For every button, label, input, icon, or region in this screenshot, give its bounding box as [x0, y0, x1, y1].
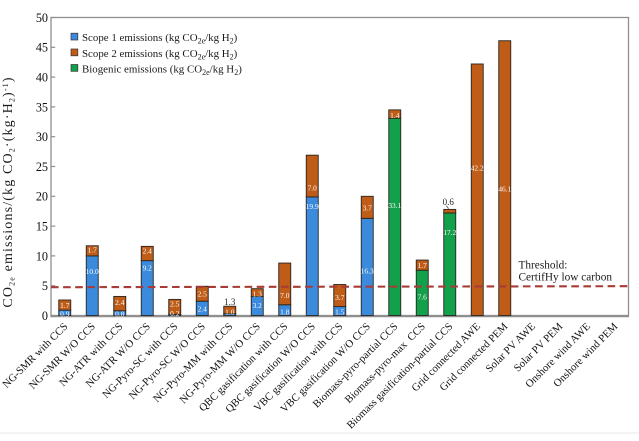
svg-text:46.1: 46.1 — [498, 185, 511, 194]
svg-text:7.6: 7.6 — [418, 292, 428, 301]
svg-text:25: 25 — [36, 160, 48, 174]
svg-text:17.2: 17.2 — [443, 228, 456, 237]
svg-text:1.5: 1.5 — [335, 307, 345, 316]
svg-text:3.2: 3.2 — [253, 301, 263, 310]
svg-text:CertifHy low carbon: CertifHy low carbon — [519, 272, 613, 284]
svg-text:Threshold:: Threshold: — [519, 260, 568, 272]
svg-text:45: 45 — [36, 41, 48, 55]
svg-text:7.0: 7.0 — [308, 183, 318, 192]
svg-text:2.4: 2.4 — [143, 247, 153, 256]
svg-text:40: 40 — [36, 71, 48, 85]
svg-text:35: 35 — [36, 100, 48, 114]
svg-text:3.7: 3.7 — [363, 203, 373, 212]
svg-text:0.9: 0.9 — [60, 309, 70, 318]
svg-text:2.4: 2.4 — [198, 304, 208, 313]
svg-text:15: 15 — [36, 220, 48, 234]
svg-text:1.8: 1.8 — [280, 307, 290, 316]
svg-text:50: 50 — [36, 11, 48, 25]
svg-text:1.3: 1.3 — [253, 290, 263, 299]
svg-text:1.7: 1.7 — [60, 301, 70, 310]
svg-text:19.9: 19.9 — [306, 202, 319, 211]
svg-text:1.3: 1.3 — [224, 297, 236, 307]
svg-text:10: 10 — [36, 249, 48, 263]
svg-text:0.8: 0.8 — [115, 310, 125, 319]
svg-text:42.2: 42.2 — [471, 164, 484, 173]
svg-text:10.0: 10.0 — [86, 267, 99, 276]
svg-text:16.3: 16.3 — [361, 267, 374, 276]
svg-text:Scope 2 emissions (kg CO2e​/kg: Scope 2 emissions (kg CO2e​/kg H2​) — [82, 48, 238, 62]
svg-text:Biogenic emissions (kg CO2e​/k: Biogenic emissions (kg CO2e​/kg H2​) — [82, 64, 242, 78]
svg-text:33.1: 33.1 — [388, 201, 401, 210]
svg-text:CO2e​ emissions/(kg CO2​·(kg·H: CO2e​ emissions/(kg CO2​·(kg·H2​)-1​) — [1, 76, 17, 307]
svg-text:0.2: 0.2 — [170, 309, 180, 318]
svg-text:1.7: 1.7 — [418, 261, 428, 270]
svg-text:2.5: 2.5 — [170, 300, 180, 309]
svg-text:1.4: 1.4 — [390, 111, 400, 120]
svg-text:9.2: 9.2 — [143, 264, 153, 273]
svg-text:Scope 1 emissions (kg CO2e​/kg: Scope 1 emissions (kg CO2e​/kg H2​) — [82, 32, 238, 46]
svg-text:0.6: 0.6 — [443, 197, 455, 207]
svg-text:1.0: 1.0 — [225, 307, 235, 316]
svg-text:20: 20 — [36, 190, 48, 204]
svg-text:1.7: 1.7 — [88, 246, 98, 255]
svg-text:0: 0 — [42, 309, 48, 323]
svg-text:7.0: 7.0 — [280, 291, 290, 300]
svg-text:2.5: 2.5 — [198, 290, 208, 299]
svg-text:30: 30 — [36, 130, 48, 144]
svg-text:2.4: 2.4 — [115, 298, 125, 307]
svg-text:5: 5 — [42, 279, 48, 293]
svg-text:3.7: 3.7 — [335, 293, 345, 302]
